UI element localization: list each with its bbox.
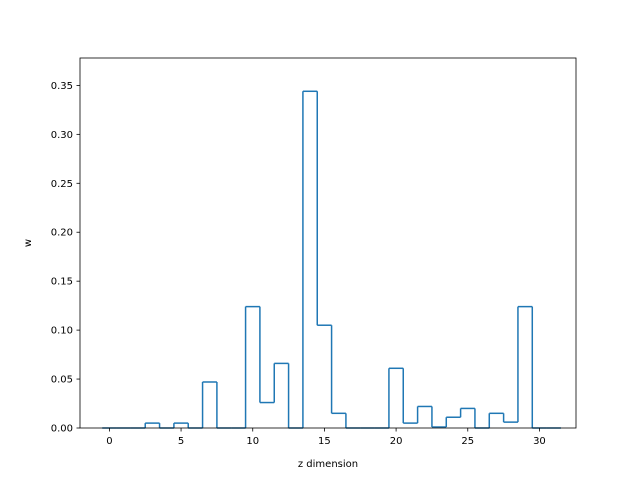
data-layer bbox=[102, 90, 561, 429]
x-tick-label: 15 bbox=[318, 436, 331, 447]
y-tick-label: 0.00 bbox=[51, 424, 73, 435]
y-tick-label: 0.05 bbox=[51, 375, 73, 386]
x-tick-label: 10 bbox=[246, 436, 259, 447]
y-tick-label: 0.25 bbox=[51, 179, 73, 190]
y-axis: 0.00 0.05 0.10 0.15 0.20 0.25 0.30 0.35 bbox=[51, 81, 80, 435]
plot-frame bbox=[79, 57, 577, 429]
y-tick-label: 0.35 bbox=[51, 81, 73, 92]
x-tick-label: 20 bbox=[390, 436, 403, 447]
y-tick-label: 0.20 bbox=[51, 228, 73, 239]
x-tick-label: 30 bbox=[533, 436, 546, 447]
x-axis: 0 5 10 15 20 25 30 bbox=[106, 428, 546, 447]
x-tick-label: 25 bbox=[461, 436, 474, 447]
y-tick-label: 0.30 bbox=[51, 130, 73, 141]
x-tick-label: 0 bbox=[106, 436, 112, 447]
x-tick-label: 5 bbox=[178, 436, 184, 447]
y-axis-label: w bbox=[23, 239, 34, 247]
y-tick-label: 0.10 bbox=[51, 326, 73, 337]
x-axis-label: z dimension bbox=[298, 459, 358, 470]
y-tick-label: 0.15 bbox=[51, 277, 73, 288]
